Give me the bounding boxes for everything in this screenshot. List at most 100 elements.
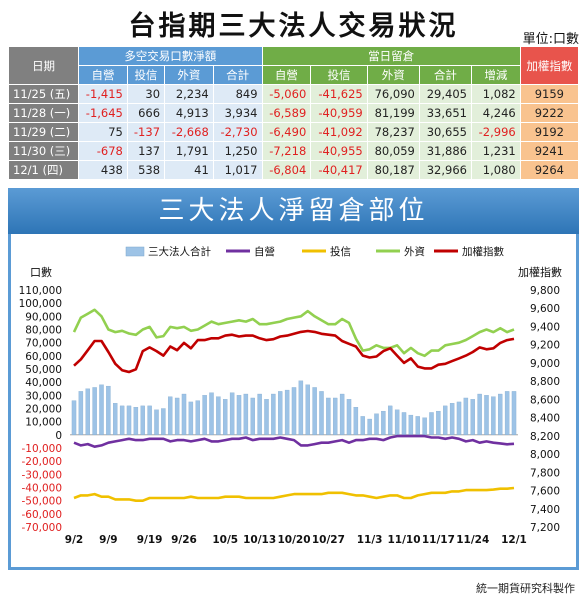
- y2-tick-label: 7,200: [530, 522, 560, 534]
- bar-total: [147, 405, 152, 435]
- bar-total: [333, 397, 338, 435]
- y-tick-label: 70,000: [25, 338, 62, 350]
- table-cell: 1,017: [212, 160, 263, 180]
- table-cell: -678: [78, 141, 128, 161]
- table-row: 11/30 (三) -678 137 1,791 1,250 -7,218 -40,955 8…: [7, 141, 580, 161]
- bar-total: [92, 387, 97, 435]
- table-cell: 4,246: [470, 103, 521, 123]
- bar-total: [209, 392, 214, 435]
- group2-header: 當日留倉: [261, 46, 521, 66]
- table-cell: 78,237: [366, 122, 420, 142]
- bar-total: [360, 416, 365, 435]
- footer-credit: 統一期貨研究科製作: [476, 582, 575, 595]
- y-tick-label: -20,000: [21, 456, 62, 468]
- table-cell: 849: [212, 84, 263, 104]
- bar-total: [436, 410, 441, 435]
- bar-total: [353, 407, 359, 435]
- table-cell: 2,234: [164, 84, 214, 104]
- bar-total: [415, 416, 420, 435]
- y-tick-label: 80,000: [25, 325, 62, 337]
- y-tick-label: 10,000: [25, 417, 62, 429]
- table-cell: 137: [126, 141, 166, 161]
- bar-total: [161, 408, 166, 435]
- table-cell: 31,886: [418, 141, 472, 161]
- x-tick-label: 11/10: [387, 534, 420, 546]
- sub-header: 合計: [212, 65, 263, 85]
- table-cell: -1,415: [78, 84, 128, 104]
- table-cell: 80,187: [366, 160, 420, 180]
- y-tick-label: -40,000: [21, 483, 62, 495]
- bar-total: [381, 410, 386, 435]
- table-cell: -2,730: [212, 122, 263, 142]
- y-tick-label: 50,000: [25, 364, 62, 376]
- y2-tick-label: 8,000: [530, 449, 560, 461]
- y-tick-label: -10,000: [21, 443, 62, 455]
- bar-total: [113, 403, 118, 435]
- bar-total: [181, 393, 187, 435]
- table-row: 11/25 (五) -1,415 30 2,234 849 -5,060 -41,625 76…: [7, 84, 580, 104]
- legend-label: 三大法人合計: [148, 245, 211, 258]
- series-index-line: [73, 329, 515, 374]
- x-tick-label: 11/17: [422, 534, 455, 546]
- y-tick-label: 110,000: [19, 285, 62, 297]
- y-tick-label: 40,000: [25, 377, 62, 389]
- y2-tick-label: 7,600: [530, 486, 560, 498]
- bar-total: [408, 414, 414, 435]
- table-cell: 30: [126, 84, 166, 104]
- table-row: 11/28 (一) -1,645 666 4,913 3,934 -6,589 -40,95…: [7, 103, 580, 123]
- bar-total: [284, 389, 290, 435]
- table-cell: 1,082: [470, 84, 521, 104]
- bar-total: [278, 391, 283, 435]
- bar-total: [443, 405, 448, 435]
- y2-tick-label: 9,400: [530, 321, 560, 333]
- bar-total: [229, 392, 235, 435]
- x-tick-label: 10/20: [277, 534, 310, 546]
- table-cell: -5,060: [261, 84, 312, 104]
- table-cell: 666: [126, 103, 166, 123]
- y2-tick-label: 9,000: [530, 358, 560, 370]
- x-tick-label: 9/2: [65, 534, 83, 546]
- table-cell: 41: [164, 160, 214, 180]
- bar-total: [106, 385, 111, 435]
- bar-total: [346, 399, 352, 435]
- table-cell: 11/30 (三): [7, 141, 80, 161]
- y2-tick-label: 8,600: [530, 394, 560, 406]
- x-tick-label: 9/9: [99, 534, 117, 546]
- table-cell: 29,405: [418, 84, 472, 104]
- bar-total: [456, 401, 462, 435]
- bar-total: [119, 405, 125, 435]
- x-tick-label: 11/3: [357, 534, 383, 546]
- bar-total: [71, 400, 77, 435]
- y-tick-label: 20,000: [25, 404, 62, 416]
- bar-total: [319, 391, 324, 435]
- bar-total: [388, 405, 393, 435]
- bar-total: [291, 387, 297, 435]
- table-cell: 1,250: [212, 141, 263, 161]
- y2-tick-label: 7,800: [530, 467, 560, 479]
- bar-total: [236, 395, 242, 435]
- bar-total: [126, 405, 132, 435]
- x-tick-label: 10/5: [212, 534, 238, 546]
- bar-total: [470, 399, 475, 435]
- sub-header: 增減: [470, 65, 521, 85]
- x-tick-label: 11/24: [456, 534, 489, 546]
- y-tick-label: -70,000: [21, 522, 62, 534]
- unit-label: 單位:口數: [522, 32, 579, 47]
- y2-tick-label: 8,400: [530, 413, 560, 425]
- y2-axis-title: 加權指數: [518, 265, 562, 279]
- table-cell: 32,966: [418, 160, 472, 180]
- table-cell: -6,490: [261, 122, 312, 142]
- table-cell: 33,651: [418, 103, 472, 123]
- bar-total: [257, 393, 262, 435]
- bar-total: [394, 409, 400, 435]
- series-trust-line: [73, 486, 515, 502]
- bar-total: [298, 380, 304, 435]
- table-cell: 9222: [519, 103, 580, 123]
- table-cell: -2,996: [470, 122, 521, 142]
- bar-total: [312, 387, 317, 435]
- bar-total: [174, 397, 180, 435]
- bar-total: [504, 391, 510, 435]
- bar-total: [216, 396, 221, 435]
- y-tick-label: -30,000: [21, 469, 62, 481]
